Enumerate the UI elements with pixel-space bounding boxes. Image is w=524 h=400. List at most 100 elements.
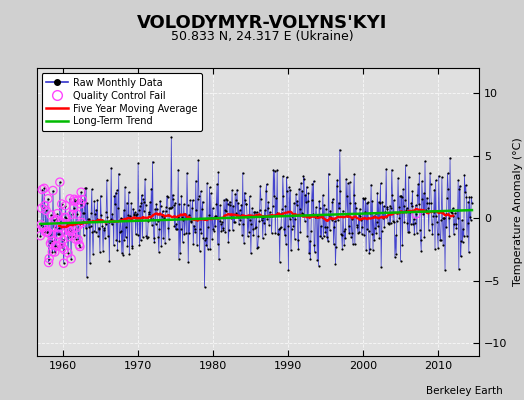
Point — [84, 224, 93, 230]
Point — [219, 225, 227, 232]
Point — [207, 215, 215, 221]
Point — [48, 238, 56, 244]
Point — [263, 216, 271, 222]
Point — [417, 248, 425, 254]
Point — [244, 233, 252, 240]
Point — [50, 217, 58, 224]
Point — [441, 267, 449, 273]
Point — [427, 181, 435, 188]
Point — [439, 242, 447, 248]
Point — [81, 225, 90, 231]
Point — [331, 261, 340, 267]
Point — [392, 218, 401, 224]
Point — [346, 179, 354, 186]
Point — [51, 249, 59, 255]
Point — [364, 228, 373, 234]
Point — [405, 174, 413, 180]
Point — [411, 220, 419, 226]
Point — [47, 212, 55, 218]
Point — [155, 226, 163, 232]
Point — [324, 170, 333, 177]
Point — [70, 205, 78, 212]
Legend: Raw Monthly Data, Quality Control Fail, Five Year Moving Average, Long-Term Tren: Raw Monthly Data, Quality Control Fail, … — [41, 73, 202, 131]
Point — [460, 172, 468, 178]
Point — [324, 238, 332, 244]
Point — [352, 205, 361, 212]
Point — [394, 175, 402, 181]
Point — [410, 216, 418, 222]
Point — [271, 230, 279, 236]
Point — [147, 216, 155, 222]
Point — [434, 173, 443, 179]
Point — [145, 209, 153, 216]
Point — [298, 210, 306, 217]
Point — [113, 247, 122, 253]
Point — [302, 199, 310, 205]
Point — [426, 170, 434, 176]
Point — [173, 214, 182, 220]
Point — [67, 228, 75, 234]
Point — [386, 220, 395, 226]
Point — [49, 187, 57, 194]
Point — [287, 247, 295, 253]
Point — [398, 194, 406, 200]
Point — [465, 194, 474, 200]
Point — [117, 228, 125, 234]
Point — [340, 228, 348, 234]
Point — [402, 206, 410, 213]
Point — [289, 212, 297, 218]
Point — [446, 154, 454, 161]
Point — [137, 200, 146, 206]
Point — [167, 134, 176, 140]
Point — [420, 234, 429, 240]
Point — [209, 205, 217, 211]
Point — [464, 198, 473, 205]
Point — [449, 212, 457, 219]
Point — [209, 226, 217, 232]
Point — [290, 200, 298, 206]
Point — [62, 221, 71, 227]
Point — [67, 228, 75, 234]
Point — [358, 224, 367, 230]
Point — [311, 214, 320, 220]
Point — [467, 194, 475, 200]
Point — [191, 229, 199, 236]
Point — [416, 226, 424, 233]
Point — [433, 219, 441, 225]
Point — [167, 205, 175, 211]
Point — [164, 225, 172, 232]
Point — [382, 166, 390, 172]
Point — [225, 198, 234, 205]
Point — [181, 211, 189, 217]
Point — [81, 185, 89, 192]
Point — [466, 217, 475, 223]
Point — [173, 226, 181, 232]
Point — [200, 284, 209, 290]
Point — [282, 241, 290, 248]
Point — [293, 198, 301, 204]
Point — [290, 236, 299, 242]
Point — [172, 221, 181, 227]
Point — [52, 216, 60, 222]
Point — [94, 224, 103, 231]
Point — [422, 208, 430, 214]
Point — [310, 242, 318, 248]
Point — [319, 233, 328, 240]
Point — [49, 223, 58, 230]
Point — [395, 215, 403, 222]
Point — [250, 209, 258, 215]
Point — [433, 231, 442, 238]
Point — [165, 205, 173, 211]
Point — [278, 206, 287, 212]
Point — [272, 210, 281, 216]
Point — [205, 184, 214, 191]
Point — [114, 204, 122, 211]
Point — [419, 211, 427, 218]
Point — [235, 207, 244, 214]
Point — [379, 203, 388, 209]
Point — [133, 232, 141, 238]
Point — [204, 224, 212, 231]
Point — [54, 231, 62, 238]
Point — [283, 223, 292, 230]
Point — [185, 230, 194, 236]
